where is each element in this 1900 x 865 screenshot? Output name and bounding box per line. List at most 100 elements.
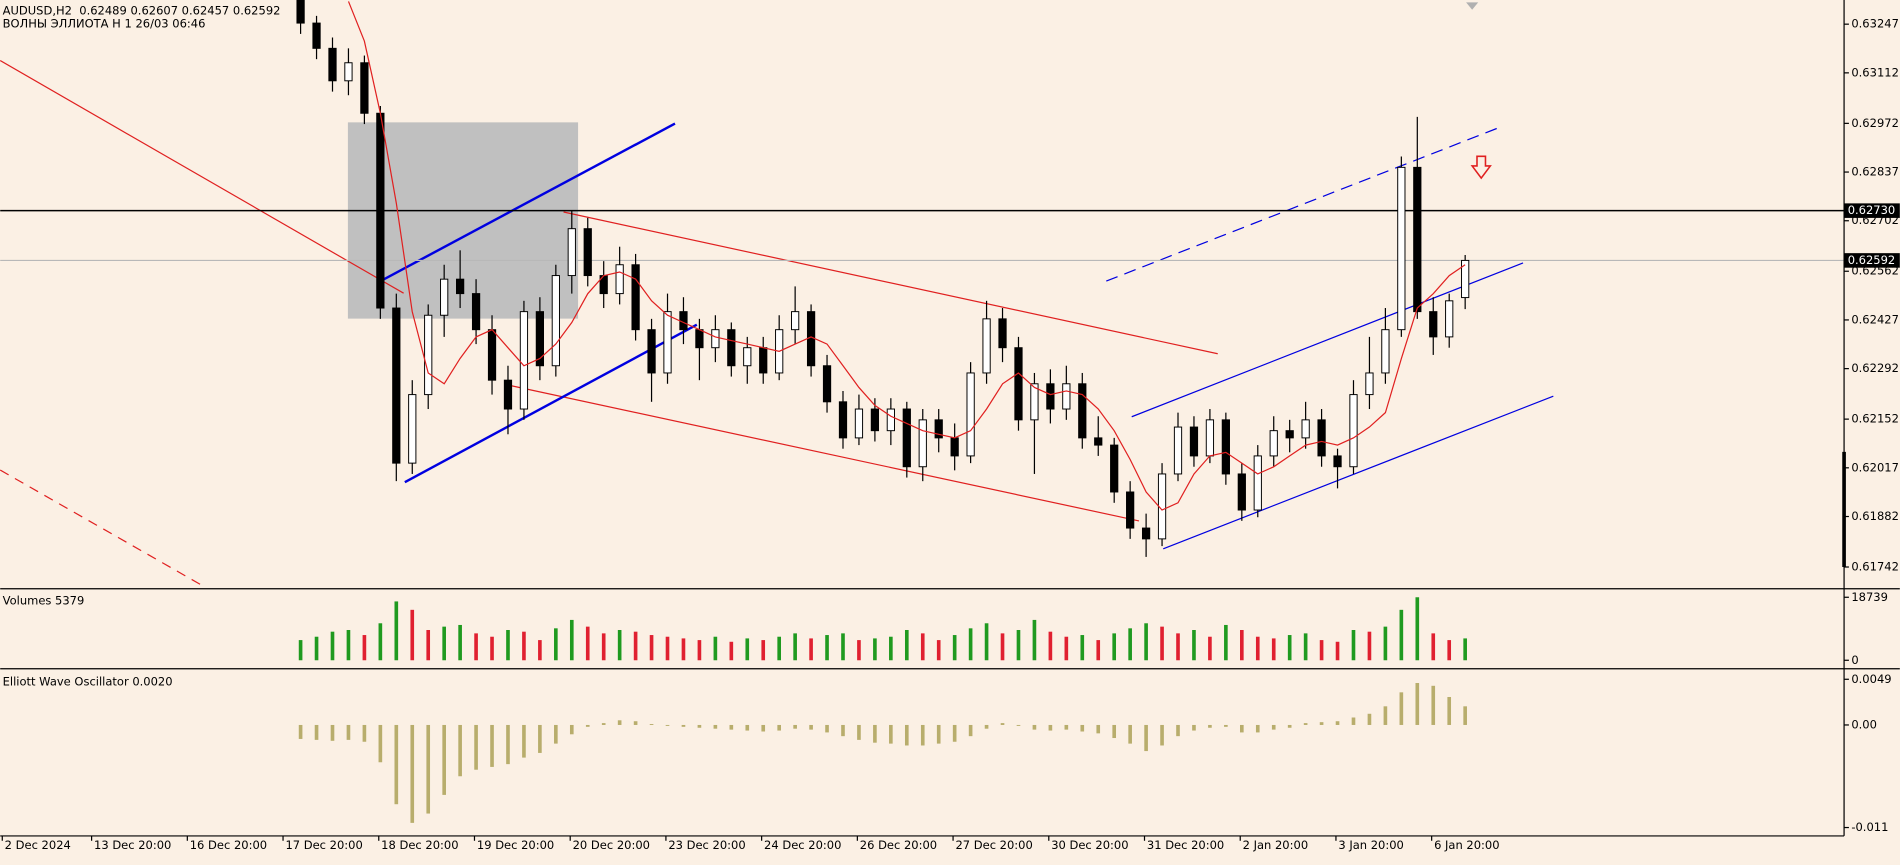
bar xyxy=(426,724,431,814)
y-tick-label: 0.62427 xyxy=(1851,312,1899,326)
bar xyxy=(777,636,781,661)
y-tick-label: -0.011 xyxy=(1851,820,1888,834)
bar xyxy=(904,630,909,661)
y-tick-label: 0.00 xyxy=(1851,717,1877,731)
bar xyxy=(1463,706,1467,725)
candle-body xyxy=(1237,473,1246,511)
bar xyxy=(1415,597,1420,661)
bar xyxy=(522,631,526,661)
candle-body xyxy=(1173,426,1183,475)
bar xyxy=(984,724,989,729)
candle-body xyxy=(711,329,720,349)
price-level-label: 0.62592 xyxy=(1848,253,1896,267)
candle-body xyxy=(902,408,911,468)
candle-body xyxy=(1445,300,1454,338)
candle-body xyxy=(966,372,975,457)
bar xyxy=(825,724,829,733)
candle-body xyxy=(392,307,401,464)
bar xyxy=(809,638,813,661)
bar xyxy=(554,724,558,744)
bar xyxy=(1144,724,1148,752)
bar xyxy=(920,633,925,661)
x-tick-label: 20 Dec 20:00 xyxy=(573,838,650,852)
x-tick-label: 3 Jan 20:00 xyxy=(1338,838,1404,852)
bar xyxy=(984,623,989,661)
bar xyxy=(1112,724,1117,739)
bar xyxy=(825,635,829,661)
candle-body xyxy=(535,311,545,367)
candle-body xyxy=(1110,444,1119,493)
x-tick-label: 24 Dec 20:00 xyxy=(764,838,841,852)
bar xyxy=(330,724,335,741)
bar xyxy=(522,724,526,758)
candle-body xyxy=(854,408,864,439)
candle-body xyxy=(1413,166,1422,313)
bar xyxy=(362,635,367,661)
bar xyxy=(761,724,766,732)
bar xyxy=(1303,723,1308,725)
bar xyxy=(538,724,542,753)
candle-body xyxy=(1126,491,1135,529)
bar xyxy=(1335,641,1340,661)
bar xyxy=(490,724,494,767)
x-tick-label: 2 Jan 20:00 xyxy=(1243,838,1309,852)
bar xyxy=(857,640,861,661)
candle-body xyxy=(1078,383,1087,439)
bar xyxy=(1176,724,1180,737)
x-tick-label: 13 Dec 20:00 xyxy=(94,838,171,852)
bar xyxy=(665,636,670,661)
shift-marker xyxy=(1466,2,1479,10)
bar xyxy=(1399,692,1404,725)
candle-body xyxy=(312,22,321,49)
bar xyxy=(889,636,893,661)
candle-body xyxy=(1301,419,1310,439)
candle-body xyxy=(424,314,433,396)
bar xyxy=(745,638,750,661)
bar xyxy=(633,721,638,725)
bar xyxy=(1255,636,1260,661)
bar xyxy=(554,628,558,661)
price-level-box xyxy=(1844,253,1900,268)
candle-body xyxy=(503,379,513,410)
bar xyxy=(1351,717,1356,725)
bar xyxy=(713,636,718,661)
y-tick-label: 0.61742 xyxy=(1851,560,1899,574)
chart-title: AUDUSD,H2 0.62489 0.62607 0.62457 0.6259… xyxy=(3,3,281,17)
bar xyxy=(1016,630,1021,661)
bar xyxy=(314,636,319,661)
y-tick-label: 0.62152 xyxy=(1851,412,1899,426)
bar xyxy=(314,724,319,740)
bar xyxy=(394,601,399,661)
bar xyxy=(410,609,415,661)
candle-body xyxy=(1349,394,1358,468)
bar xyxy=(617,630,622,661)
x-tick-label: 30 Dec 20:00 xyxy=(1051,838,1128,852)
y-tick-label: 0.0049 xyxy=(1851,672,1891,686)
bar xyxy=(1271,724,1276,730)
bar xyxy=(601,633,606,661)
bar xyxy=(697,640,702,661)
channel-line xyxy=(563,211,1218,355)
bar xyxy=(649,635,654,661)
candle-body xyxy=(918,419,927,468)
trend-line xyxy=(0,469,205,587)
candle-body xyxy=(1094,437,1103,446)
candle-body xyxy=(440,278,449,316)
y-tick-label: 18739 xyxy=(1851,590,1888,604)
volume-title: Volumes 5379 xyxy=(3,593,85,607)
bar xyxy=(1271,638,1276,661)
candle-body xyxy=(631,264,640,331)
candle-body xyxy=(376,112,385,309)
bar xyxy=(936,640,941,661)
candle-body xyxy=(1365,372,1374,396)
bar xyxy=(1335,721,1340,725)
bar xyxy=(1255,724,1260,733)
bar xyxy=(1287,724,1292,728)
bar xyxy=(442,626,446,661)
bar xyxy=(729,641,734,661)
candle-body xyxy=(456,278,465,295)
candle-body xyxy=(1046,383,1055,410)
candle-body xyxy=(1189,426,1199,457)
channel-line xyxy=(380,122,676,283)
